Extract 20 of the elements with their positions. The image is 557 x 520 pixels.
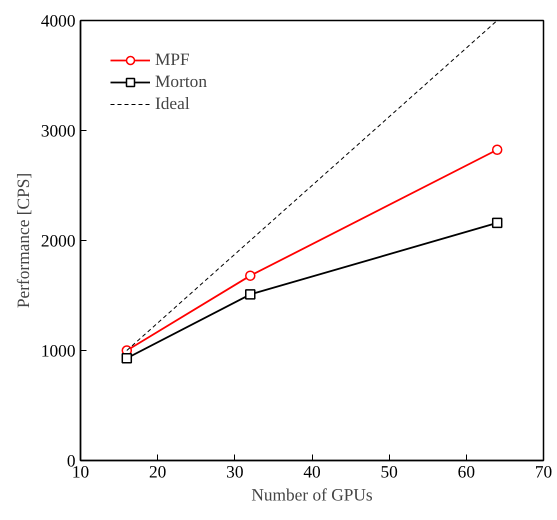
point [492, 144, 502, 155]
x-axis-title: Number of GPUs [251, 486, 373, 504]
legend-label: Ideal [155, 94, 190, 114]
x-tick-label: 70 [534, 462, 552, 482]
point [245, 289, 256, 300]
x-tick-label: 60 [458, 462, 475, 482]
y-axis-title: Performance [CPS] [14, 172, 33, 308]
legend-label: Morton [155, 72, 207, 92]
x-tick-label: 40 [303, 462, 321, 482]
x-tick-label: 20 [149, 462, 166, 482]
point [492, 218, 502, 228]
y-tick-label: 4000 [40, 12, 76, 30]
legend-label: MPF [155, 50, 190, 70]
x-tick-label: 50 [380, 462, 398, 482]
y-tick-label: 2000 [40, 232, 76, 250]
y-tick-label: 3000 [40, 122, 76, 140]
point [245, 270, 256, 281]
x-tick-label: 30 [226, 462, 244, 482]
point [122, 352, 132, 364]
y-tick-label: 1000 [40, 342, 76, 360]
